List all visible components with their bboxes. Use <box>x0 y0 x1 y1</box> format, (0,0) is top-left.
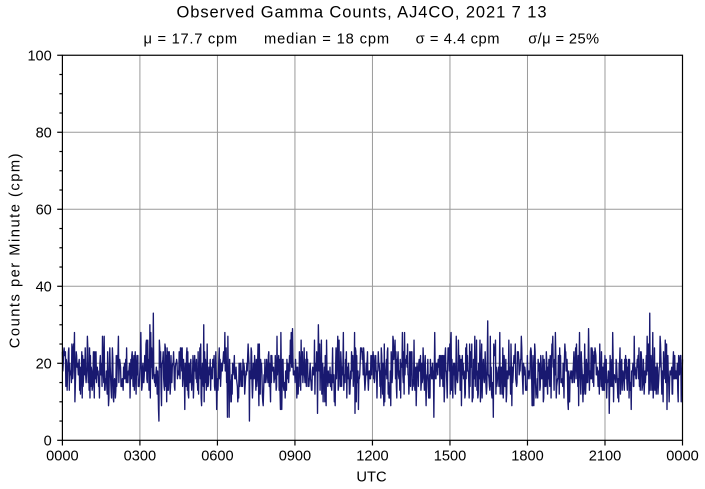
svg-text:Counts per Minute (cpm): Counts per Minute (cpm) <box>7 153 23 348</box>
svg-text:0000: 0000 <box>46 448 78 464</box>
svg-text:80: 80 <box>36 126 52 142</box>
svg-text:median = 18 cpm: median = 18 cpm <box>264 31 389 47</box>
svg-text:1500: 1500 <box>434 448 466 464</box>
svg-text:UTC: UTC <box>356 469 387 485</box>
svg-text:0: 0 <box>44 434 52 450</box>
svg-text:100: 100 <box>27 49 51 65</box>
svg-text:σ/μ = 25%: σ/μ = 25% <box>528 31 599 47</box>
svg-text:μ = 17.7 cpm: μ = 17.7 cpm <box>144 31 238 47</box>
svg-text:40: 40 <box>36 280 52 296</box>
svg-text:60: 60 <box>36 203 52 219</box>
svg-text:20: 20 <box>36 357 52 373</box>
svg-text:0600: 0600 <box>201 448 233 464</box>
svg-text:0000: 0000 <box>666 448 698 464</box>
svg-text:0300: 0300 <box>124 448 156 464</box>
svg-text:1800: 1800 <box>511 448 543 464</box>
svg-text:Observed Gamma Counts, AJ4CO,: Observed Gamma Counts, AJ4CO, 2021 7 13 <box>177 3 547 21</box>
svg-text:1200: 1200 <box>356 448 388 464</box>
svg-text:2100: 2100 <box>589 448 621 464</box>
svg-text:0900: 0900 <box>279 448 311 464</box>
svg-text:σ = 4.4 cpm: σ = 4.4 cpm <box>416 31 500 47</box>
